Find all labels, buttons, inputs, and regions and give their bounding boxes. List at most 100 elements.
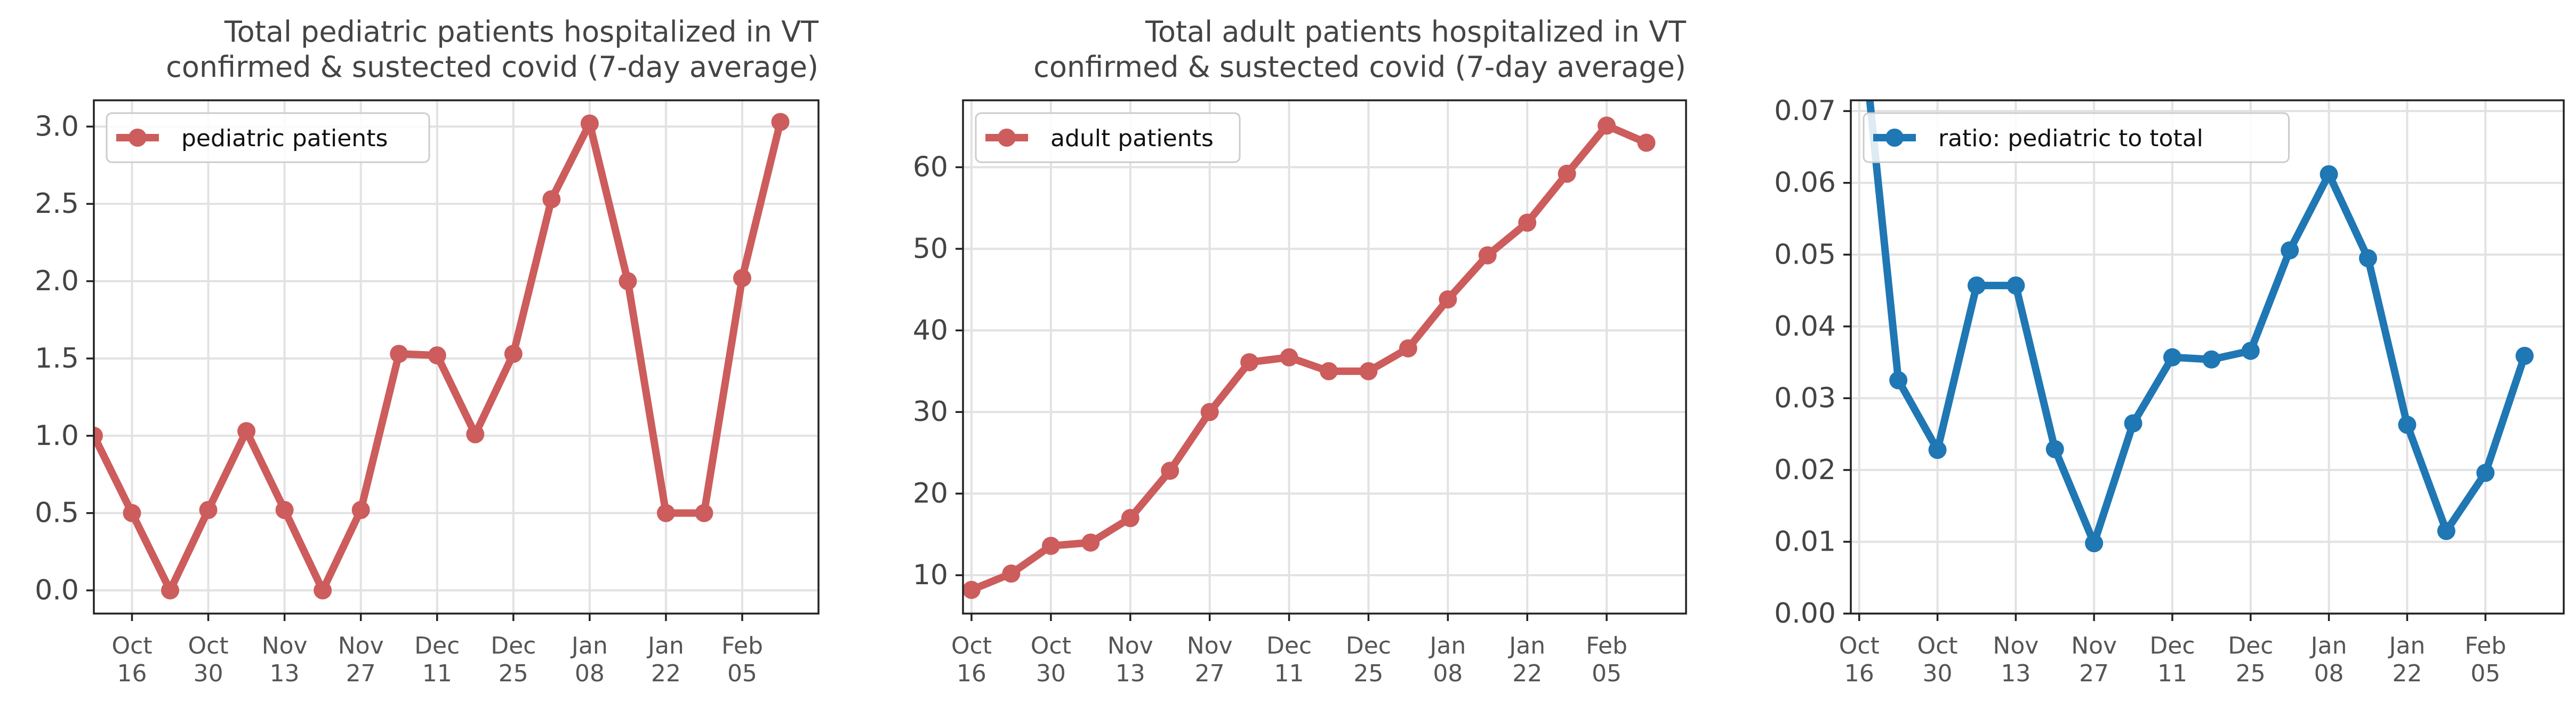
data-point [2320, 165, 2338, 184]
data-point [2163, 348, 2181, 367]
data-point [428, 346, 446, 365]
x-tick-label: 25 [499, 660, 528, 687]
data-point [1359, 362, 1378, 380]
y-tick-label: 40 [913, 314, 948, 346]
data-point [2281, 241, 2299, 260]
x-tick-label: Dec [2149, 632, 2195, 659]
x-tick-label: Oct [188, 632, 229, 659]
data-point [2437, 522, 2455, 540]
data-point [1598, 116, 1616, 135]
y-tick-label: 0.0 [35, 575, 79, 607]
x-tick-label: 16 [117, 660, 147, 687]
x-tick-label: 08 [1433, 660, 1463, 687]
y-tick-label: 0.06 [1774, 167, 1836, 199]
x-tick-label: 13 [2001, 660, 2031, 687]
x-tick-label: 08 [2314, 660, 2344, 687]
y-tick-label: 3.0 [35, 110, 79, 142]
data-point [2007, 276, 2025, 295]
data-point [1850, 0, 1868, 5]
data-point [2515, 346, 2534, 365]
x-tick-label: Nov [1993, 632, 2039, 659]
x-tick-label: Nov [1108, 632, 1153, 659]
x-tick-label: 16 [1844, 660, 1874, 687]
data-point [1478, 246, 1497, 265]
legend-label: pediatric patients [181, 125, 388, 152]
y-tick-label: 30 [913, 396, 948, 428]
chart-panel-ratio: Oct16Oct30Nov13Nov27Dec11Dec25Jan08Jan22… [1774, 0, 2565, 687]
y-tick-label: 0.07 [1774, 95, 1836, 127]
x-tick-label: 05 [727, 660, 757, 687]
x-tick-label: Oct [1839, 632, 1880, 659]
data-point [2241, 341, 2260, 360]
x-tick-label: Feb [1586, 632, 1627, 659]
x-tick-label: 11 [1274, 660, 1304, 687]
x-tick-label: Nov [2071, 632, 2117, 659]
chart-title: Total adult patients hospitalized in VT [1145, 15, 1687, 49]
x-tick-label: Jan [1428, 632, 1466, 659]
data-point [1558, 164, 1576, 183]
data-point [1319, 362, 1338, 380]
x-tick-label: Nov [1187, 632, 1233, 659]
x-tick-label: Dec [414, 632, 460, 659]
data-point [1967, 276, 1986, 295]
data-point [504, 345, 523, 363]
x-tick-label: 27 [1195, 660, 1225, 687]
x-tick-label: Jan [570, 632, 608, 659]
data-point [619, 272, 637, 291]
data-point [390, 345, 408, 363]
x-tick-label: Oct [1917, 632, 1957, 659]
data-point [1081, 533, 1100, 552]
legend [1863, 112, 2290, 163]
legend-label: ratio: pediatric to total [1938, 125, 2203, 152]
y-tick-label: 0.02 [1774, 454, 1836, 486]
x-tick-label: Oct [1031, 632, 1071, 659]
x-tick-label: 25 [2236, 660, 2266, 687]
data-point [1161, 462, 1179, 480]
y-tick-label: 50 [913, 233, 948, 265]
x-tick-label: Feb [721, 632, 763, 659]
x-tick-label: Nov [262, 632, 308, 659]
x-tick-label: 13 [270, 660, 300, 687]
series-pediatric [94, 113, 790, 600]
axes-frame [1850, 99, 2565, 615]
chart-panel-adult: Oct16Oct30Nov13Nov27Dec11Dec25Jan08Jan22… [913, 15, 1687, 687]
x-tick-label: 13 [1116, 660, 1145, 687]
chart-panel-pediatric: Oct16Oct30Nov13Nov27Dec11Dec25Jan08Jan22… [35, 15, 820, 687]
data-point [466, 425, 485, 443]
chart-title: confirmed & sustected covid (7-day avera… [166, 50, 818, 84]
x-tick-label: Jan [2309, 632, 2347, 659]
legend [975, 112, 1241, 163]
x-tick-label: 22 [2392, 660, 2422, 687]
x-tick-label: 16 [957, 660, 986, 687]
axes-frame [93, 99, 820, 615]
data-point [1439, 290, 1457, 309]
x-tick-label: 05 [1592, 660, 1622, 687]
data-point [94, 426, 103, 445]
series-line [1866, 100, 2529, 547]
series-ratio [1850, 0, 2534, 553]
data-point [580, 114, 599, 133]
x-tick-label: 27 [2079, 660, 2109, 687]
x-tick-label: 22 [1512, 660, 1542, 687]
data-point [123, 504, 141, 522]
y-tick-label: 2.0 [35, 265, 79, 297]
legend [106, 112, 430, 163]
series-line [970, 122, 1648, 594]
data-point [695, 504, 713, 522]
x-tick-label: 11 [422, 660, 452, 687]
data-point [2124, 414, 2142, 433]
data-point [1121, 509, 1139, 528]
x-tick-label: Dec [491, 632, 536, 659]
data-point [542, 190, 561, 209]
data-point [733, 269, 751, 288]
data-point [2398, 416, 2417, 434]
data-point [656, 504, 675, 522]
data-point [2476, 464, 2495, 482]
data-point [1041, 537, 1060, 555]
x-tick-label: Nov [338, 632, 384, 659]
x-tick-label: 11 [2157, 660, 2187, 687]
data-point [237, 422, 256, 441]
data-point [199, 500, 218, 519]
